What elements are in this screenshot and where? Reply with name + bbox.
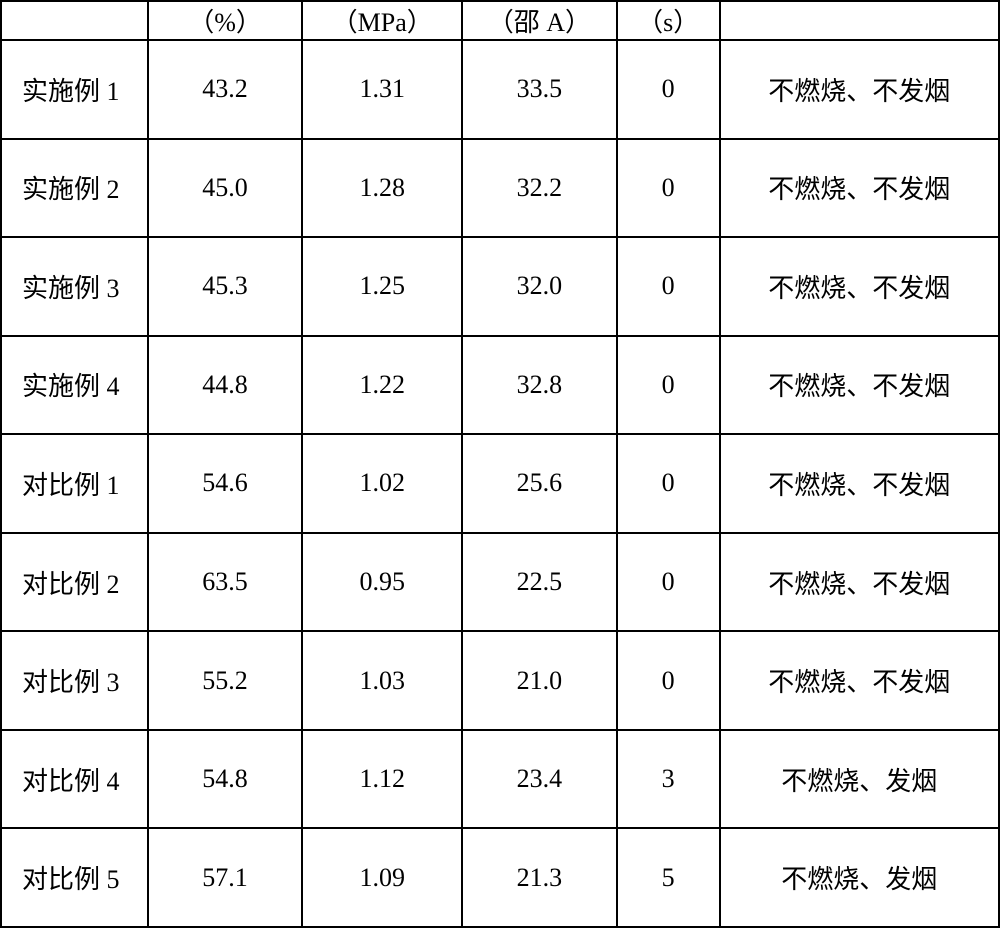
- table-row: 对比例 3 55.2 1.03 21.0 0 不燃烧、不发烟: [1, 631, 999, 730]
- header-desc: [720, 1, 999, 40]
- cell-s: 5: [617, 828, 720, 927]
- cell-desc: 不燃烧、不发烟: [720, 631, 999, 730]
- cell-s: 0: [617, 631, 720, 730]
- cell-s: 0: [617, 434, 720, 533]
- table-row: 实施例 2 45.0 1.28 32.2 0 不燃烧、不发烟: [1, 139, 999, 238]
- cell-desc: 不燃烧、发烟: [720, 828, 999, 927]
- cell-desc: 不燃烧、不发烟: [720, 139, 999, 238]
- cell-shore: 22.5: [462, 533, 617, 632]
- cell-shore: 33.5: [462, 40, 617, 139]
- table-row: 实施例 3 45.3 1.25 32.0 0 不燃烧、不发烟: [1, 237, 999, 336]
- cell-pct: 63.5: [148, 533, 303, 632]
- header-pct: （%）: [148, 1, 303, 40]
- cell-label: 实施例 3: [1, 237, 148, 336]
- table-row: 对比例 4 54.8 1.12 23.4 3 不燃烧、发烟: [1, 730, 999, 829]
- cell-s: 0: [617, 533, 720, 632]
- cell-desc: 不燃烧、不发烟: [720, 533, 999, 632]
- cell-pct: 43.2: [148, 40, 303, 139]
- cell-shore: 21.3: [462, 828, 617, 927]
- table-row: 实施例 4 44.8 1.22 32.8 0 不燃烧、不发烟: [1, 336, 999, 435]
- cell-s: 0: [617, 237, 720, 336]
- cell-pct: 54.8: [148, 730, 303, 829]
- cell-label: 实施例 1: [1, 40, 148, 139]
- header-s: （s）: [617, 1, 720, 40]
- cell-label: 实施例 2: [1, 139, 148, 238]
- cell-mpa: 1.28: [302, 139, 462, 238]
- cell-label: 对比例 3: [1, 631, 148, 730]
- cell-desc: 不燃烧、发烟: [720, 730, 999, 829]
- table-row: 对比例 1 54.6 1.02 25.6 0 不燃烧、不发烟: [1, 434, 999, 533]
- cell-mpa: 1.09: [302, 828, 462, 927]
- cell-shore: 21.0: [462, 631, 617, 730]
- table-row: 对比例 5 57.1 1.09 21.3 5 不燃烧、发烟: [1, 828, 999, 927]
- cell-pct: 57.1: [148, 828, 303, 927]
- data-table: （%） （MPa） （邵 A） （s） 实施例 1 43.2 1.31 33.5…: [0, 0, 1000, 928]
- cell-shore: 25.6: [462, 434, 617, 533]
- cell-label: 对比例 5: [1, 828, 148, 927]
- header-label: [1, 1, 148, 40]
- cell-pct: 55.2: [148, 631, 303, 730]
- header-mpa: （MPa）: [302, 1, 462, 40]
- header-shore: （邵 A）: [462, 1, 617, 40]
- cell-pct: 54.6: [148, 434, 303, 533]
- cell-mpa: 0.95: [302, 533, 462, 632]
- cell-shore: 32.2: [462, 139, 617, 238]
- cell-pct: 45.0: [148, 139, 303, 238]
- cell-mpa: 1.03: [302, 631, 462, 730]
- cell-label: 对比例 4: [1, 730, 148, 829]
- cell-s: 3: [617, 730, 720, 829]
- cell-mpa: 1.22: [302, 336, 462, 435]
- cell-s: 0: [617, 139, 720, 238]
- table-header-row: （%） （MPa） （邵 A） （s）: [1, 1, 999, 40]
- cell-s: 0: [617, 336, 720, 435]
- cell-mpa: 1.31: [302, 40, 462, 139]
- table-body: 实施例 1 43.2 1.31 33.5 0 不燃烧、不发烟 实施例 2 45.…: [1, 40, 999, 927]
- cell-s: 0: [617, 40, 720, 139]
- cell-pct: 45.3: [148, 237, 303, 336]
- cell-label: 对比例 2: [1, 533, 148, 632]
- cell-desc: 不燃烧、不发烟: [720, 336, 999, 435]
- cell-mpa: 1.12: [302, 730, 462, 829]
- cell-desc: 不燃烧、不发烟: [720, 434, 999, 533]
- cell-shore: 32.0: [462, 237, 617, 336]
- cell-pct: 44.8: [148, 336, 303, 435]
- cell-mpa: 1.02: [302, 434, 462, 533]
- table-row: 实施例 1 43.2 1.31 33.5 0 不燃烧、不发烟: [1, 40, 999, 139]
- cell-label: 对比例 1: [1, 434, 148, 533]
- cell-shore: 32.8: [462, 336, 617, 435]
- data-table-container: （%） （MPa） （邵 A） （s） 实施例 1 43.2 1.31 33.5…: [0, 0, 1000, 928]
- cell-desc: 不燃烧、不发烟: [720, 40, 999, 139]
- cell-desc: 不燃烧、不发烟: [720, 237, 999, 336]
- cell-label: 实施例 4: [1, 336, 148, 435]
- table-row: 对比例 2 63.5 0.95 22.5 0 不燃烧、不发烟: [1, 533, 999, 632]
- cell-mpa: 1.25: [302, 237, 462, 336]
- cell-shore: 23.4: [462, 730, 617, 829]
